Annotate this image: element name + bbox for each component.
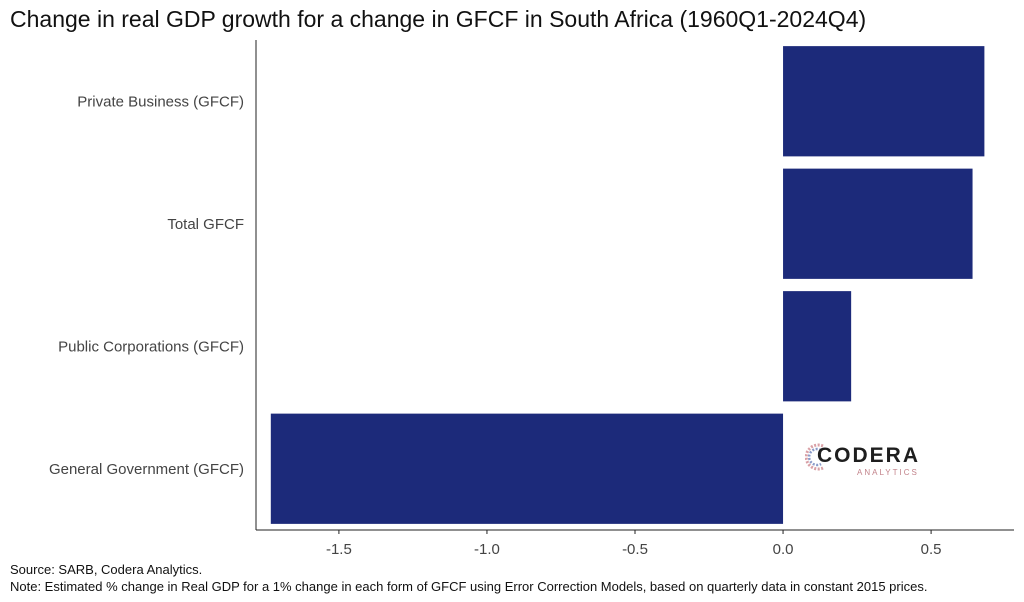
- bar-private-business-gfcf: [783, 46, 985, 157]
- bar-total-gfcf: [783, 168, 973, 279]
- category-label: General Government (GFCF): [49, 461, 244, 478]
- bar-public-corporations-gfcf: [783, 291, 852, 402]
- category-label: Private Business (GFCF): [77, 93, 244, 110]
- chart-title: Change in real GDP growth for a change i…: [10, 6, 867, 32]
- bar-general-government-gfcf: [270, 413, 784, 524]
- category-label: Total GFCF: [167, 216, 244, 233]
- x-tick-label: 0.0: [773, 541, 794, 558]
- logo-subtitle: ANALYTICS: [857, 468, 919, 477]
- x-tick-label: 0.5: [921, 541, 942, 558]
- logo-wordmark: CODERA: [817, 444, 921, 467]
- category-label: Public Corporations (GFCF): [58, 338, 244, 355]
- source-note: Source: SARB, Codera Analytics.: [10, 562, 203, 577]
- x-tick-label: -1.5: [326, 541, 352, 558]
- methodology-note: Note: Estimated % change in Real GDP for…: [10, 579, 928, 594]
- codera-logo: CODERA ANALYTICS: [805, 438, 925, 480]
- x-tick-label: -0.5: [622, 541, 648, 558]
- x-tick-label: -1.0: [474, 541, 500, 558]
- codera-logo-mark-icon: [805, 443, 824, 471]
